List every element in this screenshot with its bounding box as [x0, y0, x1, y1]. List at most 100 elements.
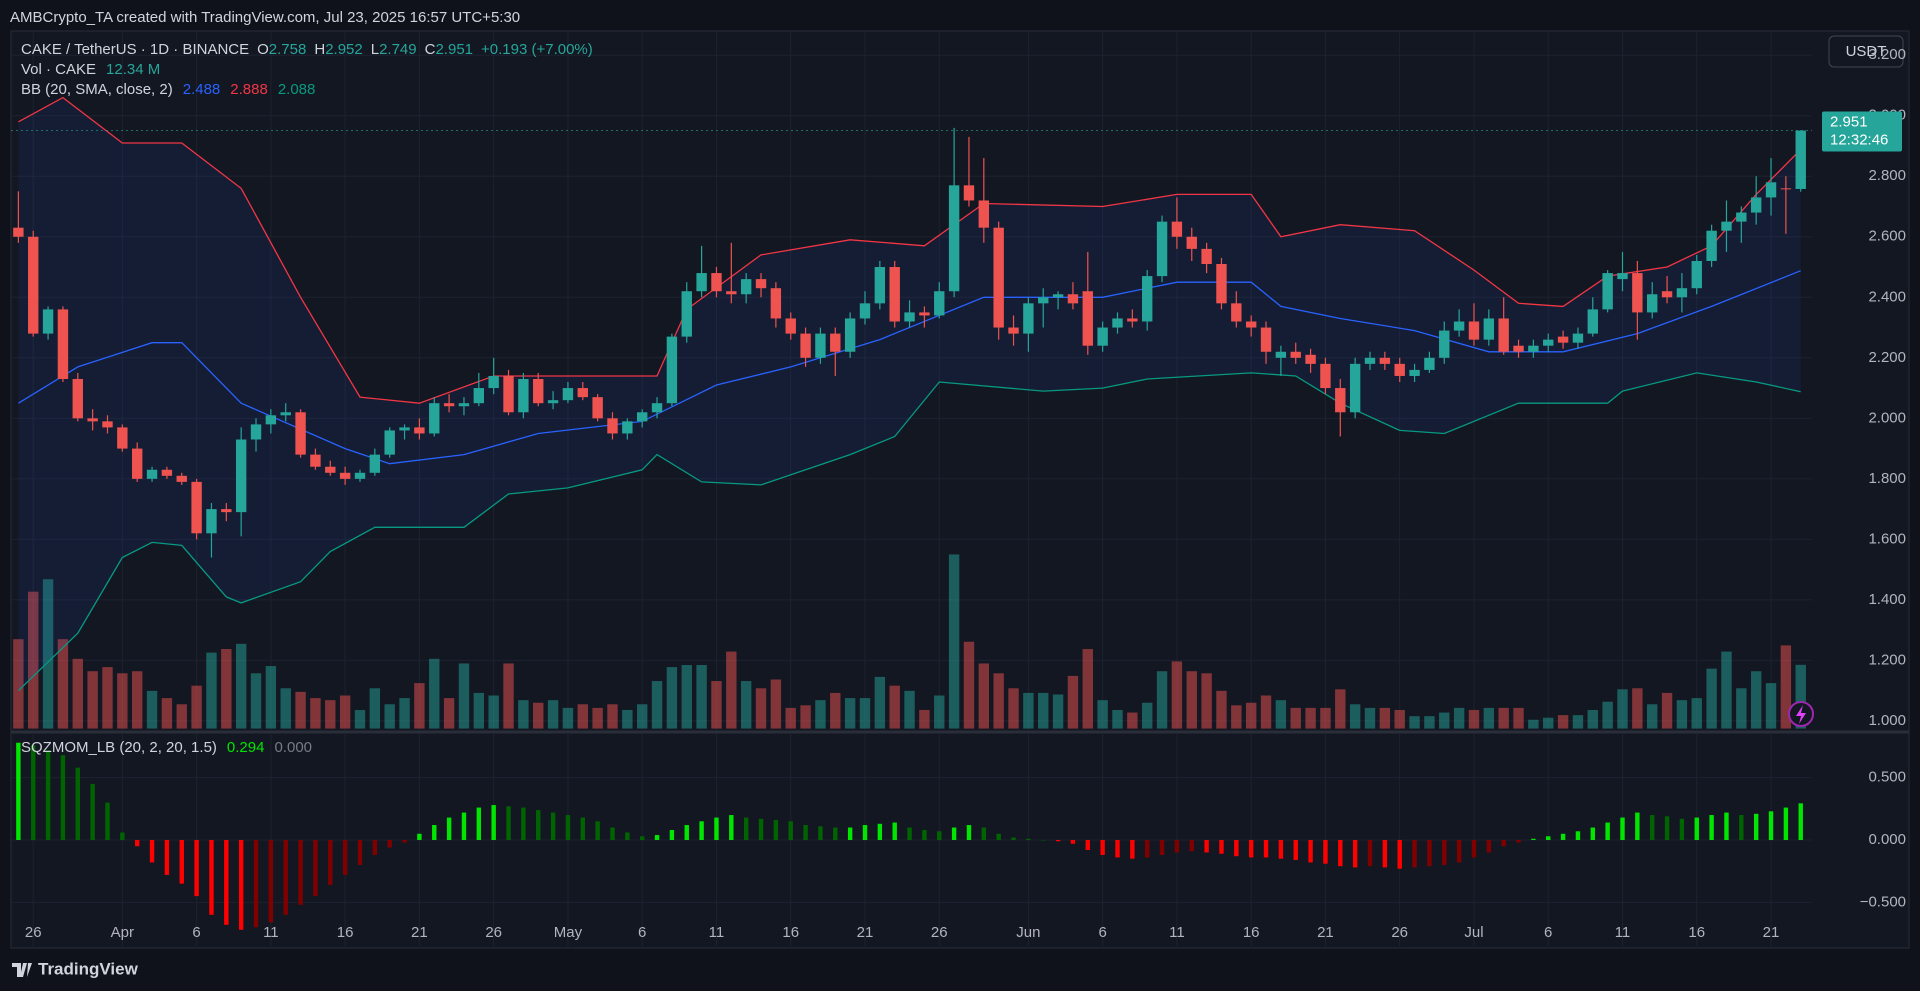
volume-bar [978, 663, 990, 729]
volume-bar [1335, 689, 1346, 729]
currency-button[interactable] [1828, 35, 1904, 68]
volume-bar [250, 673, 262, 729]
candle-body [1275, 351, 1287, 358]
momentum-bar [60, 755, 66, 840]
legend: CAKE / TetherUS · 1D · BINANCE O2.758 H2.9… [21, 41, 593, 58]
candle-body [1647, 294, 1658, 313]
momentum-bar [1026, 838, 1031, 840]
momentum-bar [595, 821, 600, 840]
momentum-bar [16, 742, 21, 840]
volume-bar [844, 698, 856, 729]
momentum-bar [1115, 840, 1120, 858]
candle-body [369, 454, 381, 473]
momentum-bar [803, 825, 808, 840]
volume-bar [1750, 671, 1762, 729]
candle-body [414, 427, 425, 434]
candle-body [666, 336, 678, 404]
y-tick-label: 2.400 [1868, 288, 1906, 305]
volume-bar [1275, 700, 1287, 729]
band-fill [18, 97, 1801, 691]
candle-body [176, 475, 187, 482]
volume-bar [651, 681, 663, 729]
candle-body [1765, 182, 1777, 198]
candle-body [1587, 309, 1598, 334]
candle-body [1097, 327, 1108, 346]
volume-bar [473, 692, 485, 729]
x-tick-label: 16 [1243, 924, 1260, 941]
momentum-signal: 0.000 [274, 739, 312, 756]
momentum-name: SQZMOM_LB (20, 2, 20, 1.5) [21, 739, 217, 756]
momentum-bar [253, 840, 259, 928]
momentum-bar [1308, 840, 1313, 863]
x-tick-label: 21 [1317, 924, 1334, 941]
x-tick-label: 26 [931, 924, 948, 941]
momentum-bar [1531, 838, 1536, 840]
volume-bar [934, 695, 945, 729]
momentum-bar [90, 783, 95, 840]
volume-bar [696, 665, 707, 729]
volume-bar [369, 688, 381, 729]
candle-body [429, 403, 440, 434]
price-tag-countdown: 12:32:46 [1830, 132, 1888, 149]
momentum-bar [1664, 816, 1670, 840]
legend: Vol · CAKE 12.34 M [21, 61, 160, 78]
bb-lower-value: 2.088 [278, 81, 316, 98]
volume-bar [503, 663, 514, 729]
candle-body [934, 291, 945, 316]
y-tick-label: 2.200 [1868, 349, 1906, 366]
candle-body [636, 412, 648, 422]
candle-body [1349, 363, 1361, 413]
momentum-bar [1501, 840, 1506, 847]
momentum-bar [179, 840, 184, 884]
volume-bar [1142, 702, 1153, 729]
volume-bar [399, 698, 410, 729]
momentum-bar [1159, 840, 1165, 855]
momentum-bar [506, 806, 511, 840]
volume-bar [1231, 705, 1242, 729]
y-tick-label: 0.500 [1868, 769, 1906, 786]
momentum-bar [209, 840, 214, 915]
momentum-bar [536, 810, 541, 840]
volume-bar [577, 704, 588, 729]
candle-body [325, 466, 336, 473]
momentum-bar [1620, 817, 1625, 840]
candle-body [1572, 333, 1584, 343]
candle-body [1156, 221, 1168, 277]
candle-body [577, 388, 588, 398]
volume-bar [859, 698, 871, 729]
change: +0.193 (+7.00%) [481, 41, 593, 58]
x-tick-label: 6 [1544, 924, 1552, 941]
candle-body [1112, 318, 1123, 328]
momentum-bar [1560, 833, 1566, 840]
x-tick-label: 6 [1098, 924, 1106, 941]
candle-body [607, 418, 618, 434]
candle-body [518, 378, 529, 413]
candle-body [206, 509, 217, 534]
candle-body [1052, 294, 1064, 298]
momentum-bar [1694, 817, 1699, 840]
y-tick-label: 1.800 [1868, 470, 1906, 487]
candle-body [1335, 388, 1346, 413]
candle-body [562, 388, 574, 401]
momentum-bar [1055, 840, 1061, 842]
volume-bar [429, 658, 440, 729]
candle-body [42, 309, 54, 334]
candle-body [696, 273, 707, 292]
candle-body [1245, 321, 1257, 328]
volume-bar [1364, 707, 1376, 729]
open-value: 2.758 [269, 41, 307, 58]
momentum-bar [1130, 840, 1135, 859]
candle-body [1394, 363, 1405, 376]
candle-body [1617, 273, 1628, 280]
volume-bar [889, 685, 900, 729]
currency[interactable]: USDT [1846, 43, 1887, 60]
volume-bar [1528, 719, 1539, 729]
volume-bar [265, 666, 277, 729]
volume-bar [1498, 707, 1509, 729]
volume-bar [800, 705, 811, 729]
x-tick-label: 21 [857, 924, 874, 941]
momentum-bar [565, 815, 571, 840]
candle-body [1706, 230, 1717, 261]
momentum-bar [521, 807, 526, 840]
